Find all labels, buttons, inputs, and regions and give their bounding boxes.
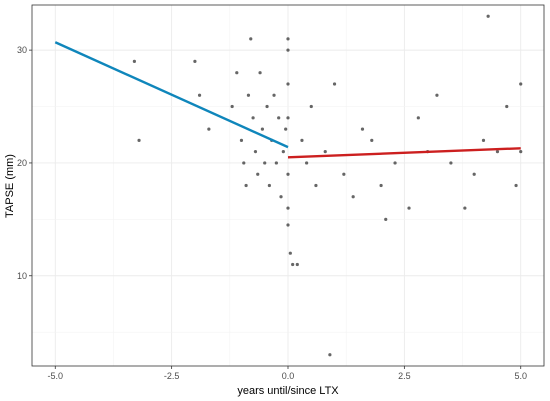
data-point <box>246 93 251 97</box>
data-point <box>137 138 141 142</box>
data-point <box>207 127 211 131</box>
data-point <box>286 116 290 120</box>
x-axis-ticks: -5.0 -2.5 0.0 2.5 5.0 <box>48 366 527 381</box>
data-point <box>242 161 246 165</box>
data-point <box>132 59 136 64</box>
data-point <box>258 71 262 75</box>
data-point <box>495 150 500 154</box>
data-point <box>251 116 255 120</box>
y-tick-label: 30 <box>17 45 27 55</box>
data-point <box>328 353 332 357</box>
data-point <box>284 127 288 131</box>
trend-line <box>287 147 521 159</box>
x-tick-label: 2.5 <box>398 371 411 381</box>
data-point <box>288 251 292 255</box>
data-point <box>286 37 290 41</box>
x-tick-label: 0.0 <box>282 371 295 381</box>
data-point <box>351 195 355 199</box>
data-point <box>379 183 383 188</box>
data-point <box>279 195 283 199</box>
data-point <box>305 161 309 165</box>
data-point <box>519 150 523 154</box>
data-point <box>253 150 258 154</box>
data-point <box>260 127 264 131</box>
data-point <box>514 183 518 188</box>
data-point <box>193 59 197 64</box>
data-point <box>407 206 411 210</box>
data-point <box>323 150 327 154</box>
data-point <box>481 138 486 142</box>
data-point <box>265 104 269 109</box>
x-tick-label: 5.0 <box>514 371 527 381</box>
data-point <box>393 161 397 165</box>
data-point <box>384 217 388 221</box>
y-axis-title: TAPSE (mm) <box>4 154 16 218</box>
data-point <box>239 138 244 142</box>
data-point <box>230 104 234 109</box>
y-axis-ticks: 10 20 30 <box>17 45 32 281</box>
data-point <box>519 82 523 86</box>
data-point <box>342 172 346 176</box>
trend-line <box>54 41 289 149</box>
trend-lines <box>54 41 521 159</box>
data-point <box>314 183 318 188</box>
data-point <box>286 223 290 227</box>
x-tick-label: -2.5 <box>164 371 180 381</box>
data-point <box>370 138 374 142</box>
data-point <box>505 104 509 109</box>
data-point <box>295 262 299 267</box>
data-point <box>486 14 490 18</box>
data-point <box>263 161 267 165</box>
data-point <box>332 82 337 86</box>
data-point <box>197 93 202 97</box>
data-point <box>463 206 467 210</box>
data-point <box>286 82 290 86</box>
data-point <box>449 161 453 165</box>
data-point <box>286 206 290 210</box>
data-point <box>300 138 304 142</box>
data-point <box>435 93 439 97</box>
data-point <box>249 37 253 41</box>
x-axis-title: years until/since LTX <box>237 385 339 397</box>
data-point <box>360 127 365 131</box>
data-point <box>244 183 248 188</box>
data-point <box>286 48 290 52</box>
data-point <box>267 183 271 188</box>
data-point <box>274 161 278 165</box>
data-point <box>256 172 260 176</box>
data-point <box>291 262 295 267</box>
data-point <box>272 93 276 97</box>
data-point <box>472 172 476 176</box>
data-point <box>277 116 281 120</box>
data-point <box>235 71 239 75</box>
data-point <box>286 172 290 176</box>
y-tick-label: 10 <box>17 271 27 281</box>
data-point <box>309 104 313 109</box>
x-tick-label: -5.0 <box>48 371 64 381</box>
data-point <box>281 150 285 154</box>
y-tick-label: 20 <box>17 158 27 168</box>
data-points <box>132 14 523 357</box>
data-point <box>416 116 420 120</box>
